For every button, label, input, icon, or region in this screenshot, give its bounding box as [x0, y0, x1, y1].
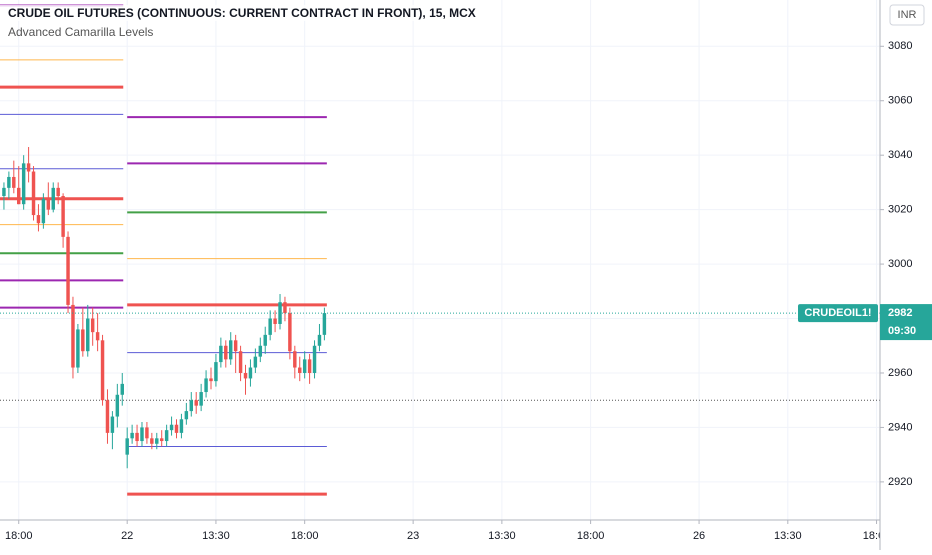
candle-body: [184, 411, 189, 420]
x-tick-label: 18:00: [577, 530, 605, 542]
y-tick-label: 3020: [888, 204, 912, 216]
candle-body: [238, 351, 243, 373]
candle-body: [71, 304, 75, 368]
candle-body: [145, 427, 149, 439]
candle-body: [209, 378, 213, 382]
y-tick-label: 3080: [888, 40, 912, 52]
candle-body: [12, 176, 16, 188]
candle-body: [135, 432, 139, 442]
candle-body: [46, 198, 51, 210]
candle-body: [293, 351, 297, 368]
y-tick-label: 3000: [888, 258, 912, 270]
title-background: [0, 5, 492, 21]
candle-body: [21, 163, 26, 205]
candle-body: [110, 416, 115, 433]
candle-body: [120, 383, 124, 395]
y-tick-label: 3040: [888, 149, 912, 161]
candle-body: [219, 345, 223, 363]
x-tick-label: 18:00: [291, 530, 319, 542]
x-tick-label: 26: [693, 530, 705, 542]
candle-body: [307, 359, 312, 373]
x-tick-label: 13:30: [202, 530, 230, 542]
candle-body: [61, 196, 65, 237]
candle-body: [228, 340, 233, 360]
y-tick-label: 2920: [888, 476, 912, 488]
candle-body: [100, 340, 105, 401]
candle-body: [155, 438, 159, 444]
candle-body: [233, 340, 238, 352]
y-tick-label: 2960: [888, 367, 912, 379]
candle-body: [26, 163, 31, 172]
candle-body: [278, 302, 282, 324]
candle-body: [199, 392, 203, 406]
candle-body: [273, 318, 277, 324]
candle-body: [248, 367, 253, 379]
candle-body: [76, 329, 80, 368]
y-tick-label: 2940: [888, 421, 912, 433]
candle-body: [81, 329, 85, 352]
currency-label[interactable]: INR: [898, 9, 917, 21]
candle-body: [214, 362, 218, 382]
y-tick-label: 3060: [888, 95, 912, 107]
countdown-label: 09:30: [888, 325, 916, 337]
price-badge: [880, 304, 932, 341]
candle-body: [169, 424, 174, 431]
candle-body: [322, 313, 327, 335]
symbol-label: CRUDEOIL1!: [804, 307, 871, 319]
candle-body: [253, 356, 258, 368]
candle-body: [56, 187, 60, 197]
last-price-label: 2982: [888, 307, 912, 319]
indicator-name: Advanced Camarilla Levels: [8, 25, 153, 39]
candle-body: [150, 438, 154, 444]
candle-body: [312, 345, 317, 373]
grid: [0, 0, 880, 520]
x-tick-label: 13:30: [488, 530, 516, 542]
candle-body: [90, 318, 95, 333]
candle-body: [243, 372, 248, 379]
candle-body: [31, 171, 36, 216]
x-tick-label: 13:30: [774, 530, 802, 542]
candle-body: [36, 215, 41, 224]
candle-body: [288, 313, 292, 352]
candle-body: [298, 367, 302, 373]
currency-button[interactable]: [889, 4, 925, 26]
candle-body: [224, 345, 228, 360]
candle-body: [7, 176, 11, 188]
candle-body: [17, 187, 21, 205]
candle-body: [194, 400, 198, 406]
plot-area: 18:00 22 13:30 18:00 23 13:30 18:00 26 13:30 18:0…: [0, 4, 891, 542]
candle-body: [164, 430, 169, 442]
candle-body: [179, 419, 184, 433]
candle-body: [125, 438, 129, 455]
candle-body: [263, 334, 267, 346]
x-tick-label: 23: [407, 530, 419, 542]
x-tick-label: 18:00: [5, 530, 33, 542]
candle-body: [130, 432, 134, 439]
chart-title: CRUDE OIL FUTURES (CONTINUOUS: CURRENT C…: [8, 6, 476, 20]
candle-body: [2, 187, 6, 197]
candle-body: [140, 427, 144, 442]
candle-body: [174, 424, 179, 433]
candle-body: [268, 318, 272, 335]
candle-body: [317, 334, 322, 346]
candle-body: [302, 359, 307, 373]
candle-body: [258, 345, 263, 357]
candle-body: [283, 302, 287, 314]
x-tick-label: 22: [121, 530, 133, 542]
candle-body: [66, 236, 70, 305]
candle-body: [115, 394, 120, 417]
candle-body: [95, 332, 100, 341]
candle-body: [159, 438, 164, 442]
candle-body: [105, 400, 110, 433]
symbol-badge: [798, 304, 878, 323]
candle-body: [189, 400, 194, 412]
candle-body: [204, 378, 208, 393]
candle-body: [51, 187, 55, 210]
candle-body: [86, 318, 90, 352]
candle-body: [41, 198, 46, 224]
x-tick-label: 18:00: [863, 530, 891, 542]
